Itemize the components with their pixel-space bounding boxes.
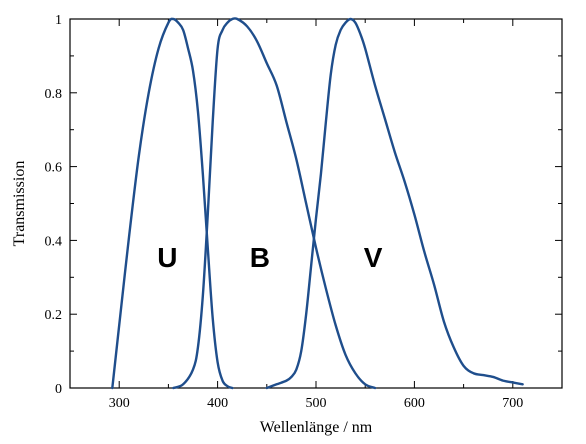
y-tick-label: 0.6	[45, 161, 63, 176]
y-tick-label: 0.4	[45, 234, 63, 249]
series-line-v	[265, 17, 524, 390]
band-label-u: U	[157, 242, 177, 273]
y-tick-label: 0.8	[45, 87, 63, 102]
band-label-b: B	[250, 242, 270, 273]
y-tick-label: 0.2	[45, 308, 63, 323]
x-tick-label: 500	[306, 396, 327, 411]
plot-frame-group	[69, 18, 563, 389]
x-tick-label: 600	[404, 396, 425, 411]
x-tick-label: 700	[502, 396, 523, 411]
band-label-v: V	[364, 242, 383, 273]
series-group	[111, 17, 524, 390]
y-tick-label: 0	[55, 382, 62, 397]
x-axis-title: Wellenlänge / nm	[260, 419, 373, 436]
y-axis-title: Transmission	[11, 161, 28, 247]
axis-ticks-group: 300 400 500 600 700 0 0.2 0.4 0.6 0.8 1	[45, 13, 563, 411]
x-tick-label: 400	[207, 396, 228, 411]
plot-frame	[69, 18, 563, 389]
series-line-u	[111, 17, 234, 390]
series-line-b	[172, 17, 377, 390]
y-tick-label: 1	[55, 13, 62, 28]
x-tick-label: 300	[109, 396, 130, 411]
